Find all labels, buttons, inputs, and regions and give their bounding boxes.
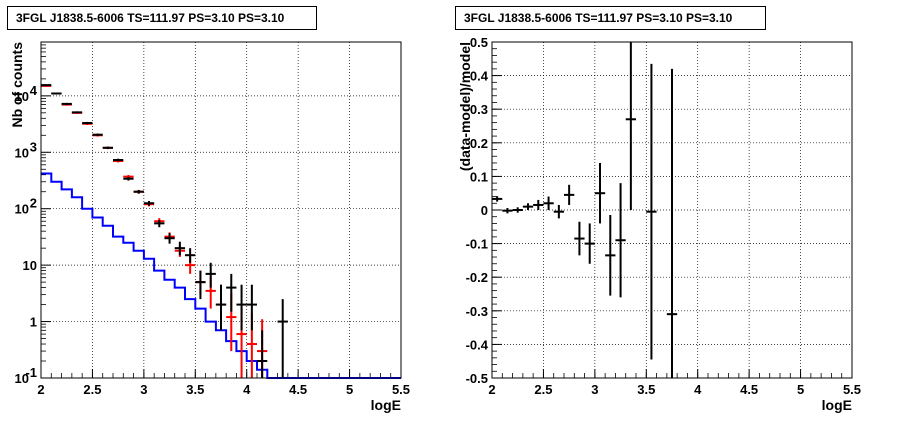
y-tick-label: 10 <box>15 202 29 217</box>
x-tick-label: 3 <box>591 382 598 397</box>
x-tick-label: 5 <box>797 382 804 397</box>
x-axis-title: logE <box>371 397 401 413</box>
x-tick-label: 3.5 <box>186 382 204 397</box>
x-tick-label: 4 <box>243 382 251 397</box>
y-tick-label: -0.1 <box>466 237 488 252</box>
x-tick-label: 2.5 <box>83 382 101 397</box>
y-tick-label: 0.4 <box>470 69 489 84</box>
y-tick-label: 10 <box>15 89 29 104</box>
x-tick-label: 4.5 <box>289 382 307 397</box>
x-tick-label: 4 <box>694 382 702 397</box>
plot-frame <box>40 41 402 379</box>
x-tick-label: 3 <box>140 382 147 397</box>
y-tick-label: 10 <box>15 371 29 386</box>
left-chart-title: 3FGL J1838.5-6006 TS=111.97 PS=3.10 PS=3… <box>7 6 317 30</box>
x-tick-label: 5 <box>346 382 353 397</box>
x-tick-label: 2 <box>37 382 44 397</box>
y-tick-label: 0.5 <box>470 35 488 50</box>
x-tick-label: 5.5 <box>392 382 410 397</box>
y-tick-exponent: 3 <box>30 139 37 154</box>
plot-frame <box>491 41 853 379</box>
y-tick-label: 1 <box>30 315 37 330</box>
y-tick-label: -0.4 <box>466 337 489 352</box>
y-axis-title: (data-model)/model <box>457 42 473 171</box>
x-tick-label: 4.5 <box>740 382 758 397</box>
y-tick-label: 0.2 <box>470 136 488 151</box>
x-tick-label: 2 <box>488 382 495 397</box>
y-tick-exponent: 4 <box>30 83 38 98</box>
y-axis-title: Nb of counts <box>9 42 25 128</box>
y-tick-label: 0.3 <box>470 102 488 117</box>
y-tick-label: 10 <box>15 145 29 160</box>
y-tick-label: -0.2 <box>466 270 488 285</box>
x-tick-label: 3.5 <box>637 382 655 397</box>
y-tick-label: -0.3 <box>466 304 488 319</box>
y-tick-label: 10 <box>23 258 37 273</box>
y-tick-label: -0.5 <box>466 371 488 386</box>
x-tick-label: 5.5 <box>843 382 861 397</box>
right-chart-title: 3FGL J1838.5-6006 TS=111.97 PS=3.10 PS=3… <box>455 6 766 30</box>
y-tick-label: 0.1 <box>470 169 488 184</box>
y-tick-exponent: -1 <box>25 365 37 380</box>
x-tick-label: 2.5 <box>534 382 552 397</box>
x-axis-title: logE <box>822 397 852 413</box>
residuals-chart: 2 2.5 3 3.5 4 4.5 5 5.5 -0.5 -0.4 -0.3 -0.2 -0.1 0 0.1… <box>457 35 861 413</box>
y-tick-label: 0 <box>481 203 488 218</box>
y-tick-exponent: 2 <box>30 196 37 211</box>
